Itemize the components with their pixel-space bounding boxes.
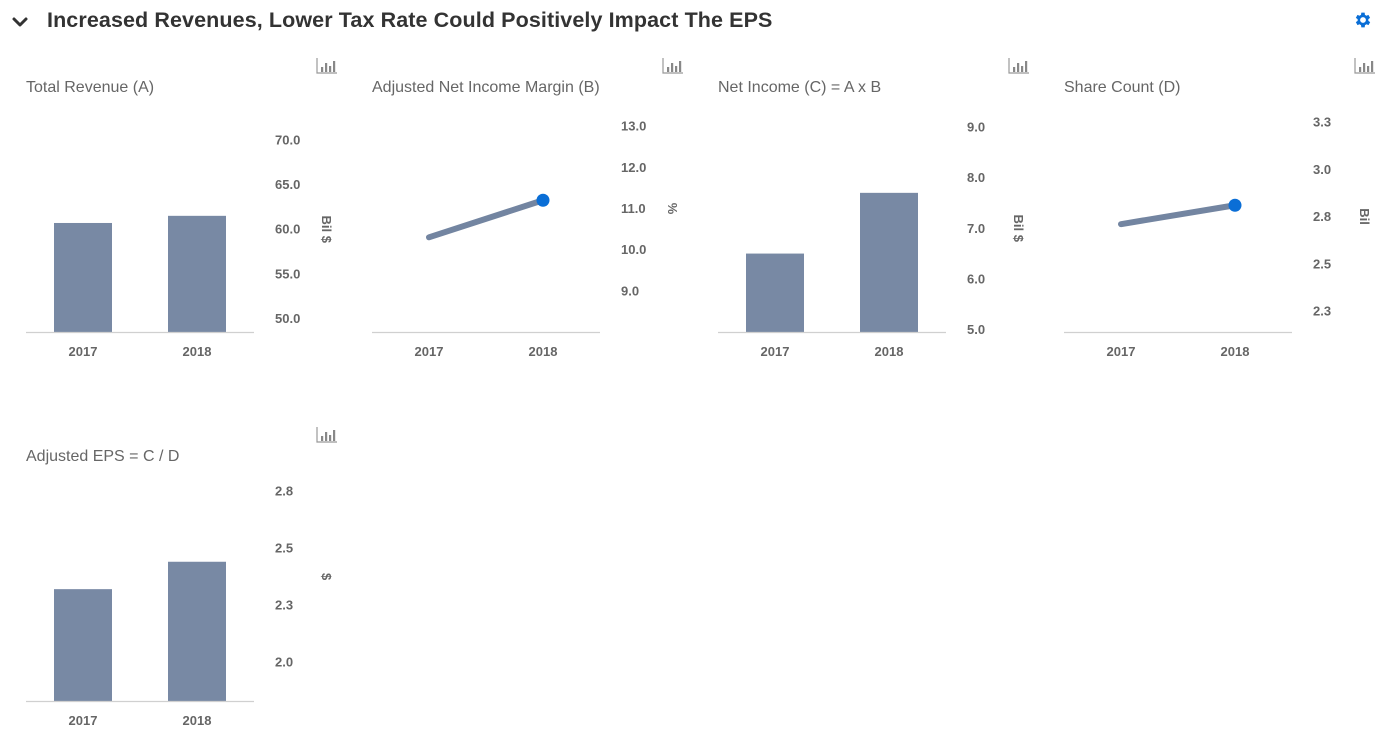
y-tick-label: 13.0: [621, 119, 646, 134]
bar-chart-icon[interactable]: [316, 426, 338, 444]
chart-title: Adjusted EPS = C / D: [26, 448, 180, 465]
y-tick-label: 2.5: [1313, 256, 1331, 271]
bar-2017: [746, 253, 804, 332]
y-axis-unit-label: %: [665, 203, 680, 215]
y-tick-label: 2.8: [1313, 209, 1331, 224]
x-tick-label: 2018: [875, 344, 904, 359]
y-tick-label: 9.0: [621, 283, 639, 298]
y-axis-unit-label: Bil $: [319, 215, 334, 243]
y-tick-label: 2.3: [275, 598, 293, 613]
chevron-down-icon[interactable]: [10, 12, 30, 32]
chart-plot: 2.8 2.5 2.3 2.0 $2017 2018: [26, 484, 334, 728]
y-tick-label: 3.3: [1313, 115, 1331, 130]
chart-plot: 9.0 8.0 7.0 6.0 5.0 Bil $ 2017 2018: [718, 120, 1026, 359]
y-axis-unit-label: $: [319, 573, 334, 581]
chart-panel-adjusted-eps: Adjusted EPS = C / D 2.8 2.5 2.3 2.0 $2017 20…: [26, 426, 356, 728]
bar-chart-icon[interactable]: [662, 57, 684, 75]
y-tick-label: 9.0: [967, 120, 985, 135]
x-tick-label: 2018: [183, 713, 212, 728]
y-tick-label: 60.0: [275, 222, 300, 237]
series-line: [426, 197, 546, 241]
y-axis-unit-label: Bil $: [1011, 215, 1026, 243]
bar-chart-icon[interactable]: [316, 57, 338, 75]
y-tick-label: 3.0: [1313, 162, 1331, 177]
x-tick-label: 2017: [415, 344, 444, 359]
chart-plot: 70.0 65.0 60.0 55.0 50.0 Bil $ 2017 2018: [26, 132, 334, 359]
chart-panel-adjusted-net-income-margin: Adjusted Net Income Margin (B) 13.0 12.0 1…: [372, 57, 702, 359]
y-tick-label: 5.0: [967, 322, 985, 337]
y-axis-unit-label: Bil: [1357, 208, 1372, 225]
y-tick-label: 6.0: [967, 271, 985, 286]
y-tick-label: 2.5: [275, 541, 293, 556]
y-tick-label: 8.0: [967, 170, 985, 185]
section-title: Increased Revenues, Lower Tax Rate Could…: [47, 8, 773, 32]
data-point-2018: [536, 193, 550, 207]
chart-title: Net Income (C) = A x B: [718, 79, 882, 96]
x-tick-label: 2018: [1221, 344, 1250, 359]
bar-2018: [168, 215, 226, 332]
series-line: [1118, 202, 1238, 228]
x-tick-label: 2017: [69, 344, 98, 359]
x-tick-label: 2018: [529, 344, 558, 359]
bar-2018: [168, 561, 226, 701]
chart-title: Share Count (D): [1064, 79, 1181, 96]
chart-plot: 3.3 3.0 2.8 2.5 2.3 Bil 2017 2018: [1064, 115, 1372, 359]
bar-2017: [54, 589, 112, 701]
y-tick-label: 55.0: [275, 266, 300, 281]
y-tick-label: 2.0: [275, 655, 293, 670]
y-tick-label: 2.8: [275, 484, 293, 499]
chart-title: Total Revenue (A): [26, 79, 155, 96]
bar-chart-icon[interactable]: [1354, 57, 1376, 75]
y-tick-label: 12.0: [621, 160, 646, 175]
y-tick-label: 11.0: [621, 201, 646, 216]
y-tick-label: 70.0: [275, 132, 300, 147]
chart-panel-share-count: Share Count (D) 3.3 3.0 2.8 2.5 2.3 Bil 2017 20…: [1064, 57, 1394, 359]
y-tick-label: 65.0: [275, 177, 300, 192]
chart-plot: 13.0 12.0 11.0 10.0 9.0% 2017 2018: [372, 119, 680, 359]
y-tick-label: 2.3: [1313, 304, 1331, 319]
x-tick-label: 2017: [761, 344, 790, 359]
y-tick-label: 10.0: [621, 242, 646, 257]
bar-chart-icon[interactable]: [1008, 57, 1030, 75]
y-tick-label: 50.0: [275, 311, 300, 326]
chart-panel-net-income: Net Income (C) = A x B 9.0 8.0 7.0 6.0 5.0 Bi…: [718, 57, 1048, 359]
bar-2018: [860, 192, 918, 332]
chart-panel-total-revenue: Total Revenue (A) 70.0 65.0 60.0 55.0 50.0 Bi…: [26, 57, 356, 359]
gear-icon[interactable]: [1353, 10, 1373, 30]
y-tick-label: 7.0: [967, 221, 985, 236]
x-tick-label: 2017: [69, 713, 98, 728]
chart-title: Adjusted Net Income Margin (B): [372, 79, 600, 96]
bar-2017: [54, 222, 112, 332]
x-tick-label: 2018: [183, 344, 212, 359]
section-header: Increased Revenues, Lower Tax Rate Could…: [0, 0, 1398, 44]
x-tick-label: 2017: [1107, 344, 1136, 359]
data-point-2018: [1228, 198, 1242, 212]
